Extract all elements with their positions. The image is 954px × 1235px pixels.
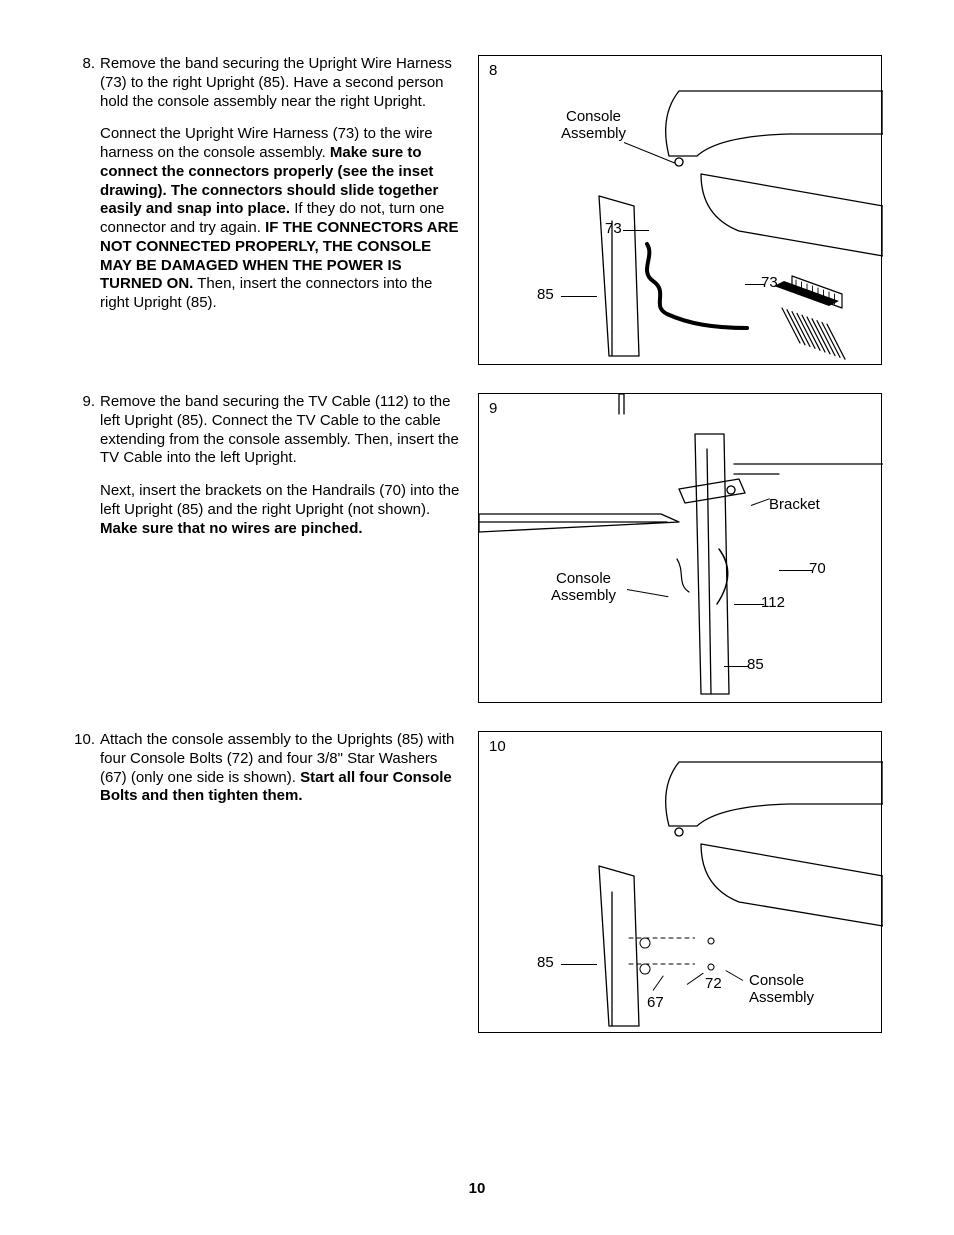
step-body: Remove the band securing the Upright Wir… (100, 55, 464, 313)
figure-col-8: 8ConsoleAssembly737385 (464, 55, 882, 365)
step-number: 9. (72, 393, 100, 538)
step-body: Remove the band securing the TV Cable (1… (100, 393, 464, 538)
step-row-8: 8. Remove the band securing the Upright … (72, 55, 882, 365)
figure-8: 8ConsoleAssembly737385 (478, 55, 882, 365)
callout-label: Bracket (769, 496, 820, 513)
leader-line (561, 964, 597, 965)
step-body: Attach the console assembly to the Uprig… (100, 731, 464, 806)
step-text-8: 8. Remove the band securing the Upright … (72, 55, 464, 313)
leader-line (623, 230, 649, 231)
callout-label: 85 (537, 954, 554, 971)
step-number: 10. (72, 731, 100, 806)
step-row-10: 10. Attach the console assembly to the U… (72, 731, 882, 1033)
leader-line (734, 604, 764, 605)
step-text-9: 9. Remove the band securing the TV Cable… (72, 393, 464, 538)
callout-label: ConsoleAssembly (749, 972, 814, 1007)
step-text-10: 10. Attach the console assembly to the U… (72, 731, 464, 806)
callout-label: ConsoleAssembly (551, 570, 616, 605)
callout-label: 67 (647, 994, 664, 1011)
figure-col-10: 10857267ConsoleAssembly (464, 731, 882, 1033)
step-number: 8. (72, 55, 100, 313)
callout-label: 70 (809, 560, 826, 577)
callout-label: 73 (605, 220, 622, 237)
figure-9: 9Bracket70ConsoleAssembly11285 (478, 393, 882, 703)
callout-label: 72 (705, 975, 722, 992)
callout-label: 85 (537, 286, 554, 303)
callout-label: 85 (747, 656, 764, 673)
leader-line (561, 296, 597, 297)
figure-10: 10857267ConsoleAssembly (478, 731, 882, 1033)
figure-col-9: 9Bracket70ConsoleAssembly11285 (464, 393, 882, 703)
callout-label: 112 (761, 594, 785, 611)
step-row-9: 9. Remove the band securing the TV Cable… (72, 393, 882, 703)
page-number: 10 (0, 1180, 954, 1197)
callout-label: ConsoleAssembly (561, 108, 626, 143)
leader-line (779, 570, 813, 571)
manual-page: 8. Remove the band securing the Upright … (0, 0, 954, 1235)
leader-line (724, 666, 748, 667)
callout-label: 73 (761, 274, 778, 291)
